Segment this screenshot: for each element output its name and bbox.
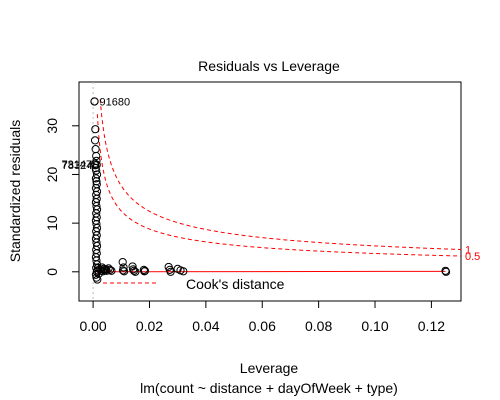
data-point <box>140 266 150 275</box>
x-tick-label: 0.12 <box>418 318 445 334</box>
y-tick-label: 0 <box>44 268 60 276</box>
y-tick-label: 10 <box>44 215 60 231</box>
y-axis: 0 10 20 30 <box>44 118 80 276</box>
y-tick-label: 30 <box>44 118 60 134</box>
x-axis-sublabel: lm(count ~ distance + dayOfWeek + type) <box>140 380 398 396</box>
x-axis-label: Leverage <box>240 360 299 376</box>
data-point <box>131 267 140 276</box>
data-point <box>91 174 101 183</box>
data-point <box>118 266 128 275</box>
data-points <box>90 97 451 284</box>
data-point <box>118 257 127 267</box>
data-point <box>166 267 175 276</box>
y-axis-label: Standardized residuals <box>7 120 23 262</box>
data-point <box>92 205 102 214</box>
data-point <box>105 265 115 274</box>
reference-lines <box>92 82 446 301</box>
cooks-distance-curves: 10.5 <box>96 99 480 263</box>
data-point <box>179 267 188 276</box>
data-point <box>90 136 100 145</box>
data-point <box>441 267 451 276</box>
point-label-91680: 91680 <box>100 96 131 108</box>
cooks-label-0.5: 0.5 <box>465 251 480 263</box>
legend: Cook's distance <box>103 276 285 292</box>
data-point <box>129 265 138 274</box>
data-point <box>104 264 113 273</box>
labeled-point <box>91 161 100 170</box>
data-point <box>92 151 101 161</box>
data-point <box>93 275 102 284</box>
y-tick-label: 20 <box>44 166 60 182</box>
chart-title: Residuals vs Leverage <box>198 58 340 74</box>
data-point <box>119 263 128 272</box>
x-tick-label: 0.00 <box>79 318 106 334</box>
x-axis: 0.00 0.02 0.04 0.06 0.08 0.10 0.12 <box>79 300 445 334</box>
data-point <box>102 266 111 275</box>
cooks-curve-1 <box>99 99 462 250</box>
data-point <box>91 145 100 154</box>
x-tick-label: 0.02 <box>136 318 163 334</box>
cooks-curve-0.5 <box>96 114 462 257</box>
point-label-78324: 78324 <box>62 160 93 172</box>
x-tick-label: 0.10 <box>361 318 388 334</box>
cooks-label-1: 1 <box>465 245 471 257</box>
data-point <box>91 125 100 134</box>
labeled-point <box>90 97 99 106</box>
x-tick-label: 0.04 <box>192 318 219 334</box>
data-point <box>120 267 129 276</box>
data-point <box>107 266 116 275</box>
data-point <box>129 266 139 275</box>
x-tick-label: 0.08 <box>305 318 332 334</box>
x-tick-label: 0.06 <box>249 318 276 334</box>
point-label-73147: 73147 <box>61 159 92 171</box>
legend-label: Cook's distance <box>186 276 285 292</box>
